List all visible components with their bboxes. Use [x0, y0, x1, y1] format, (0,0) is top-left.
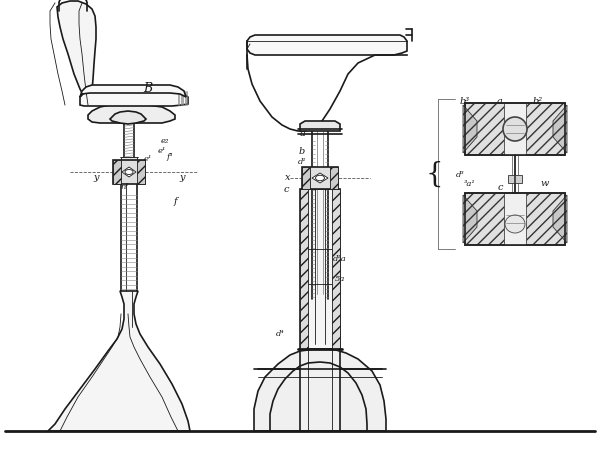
- Text: x: x: [285, 174, 291, 183]
- Text: e¹: e¹: [144, 155, 152, 163]
- Bar: [465, 103, 565, 155]
- Bar: [332, 189, 340, 349]
- Text: {: {: [425, 161, 443, 187]
- Bar: [113, 160, 121, 184]
- Text: w: w: [541, 179, 549, 189]
- Text: a: a: [300, 129, 306, 139]
- Ellipse shape: [505, 215, 525, 233]
- Bar: [465, 193, 565, 245]
- Bar: [465, 103, 565, 155]
- Text: c: c: [497, 183, 503, 191]
- Polygon shape: [247, 35, 407, 55]
- Polygon shape: [80, 85, 186, 97]
- Text: d⁴: d⁴: [275, 330, 284, 338]
- Text: a: a: [497, 97, 503, 106]
- Bar: [302, 167, 310, 189]
- Bar: [300, 189, 340, 349]
- Bar: [504, 193, 526, 245]
- Polygon shape: [553, 195, 567, 243]
- Text: b³: b³: [460, 97, 470, 106]
- Polygon shape: [88, 105, 175, 123]
- Ellipse shape: [316, 175, 325, 181]
- Bar: [330, 167, 338, 189]
- Ellipse shape: [125, 169, 133, 174]
- Text: d³: d³: [455, 171, 464, 179]
- Text: n¹: n¹: [121, 183, 130, 191]
- Bar: [504, 103, 526, 155]
- Text: B: B: [143, 83, 152, 95]
- Text: y: y: [93, 174, 99, 183]
- Bar: [121, 157, 137, 164]
- Polygon shape: [57, 1, 96, 105]
- Bar: [137, 160, 145, 184]
- Bar: [300, 189, 308, 349]
- Polygon shape: [122, 167, 136, 177]
- Text: e¹: e¹: [158, 147, 166, 155]
- Bar: [113, 160, 145, 184]
- Polygon shape: [80, 91, 188, 106]
- Text: b: b: [299, 146, 305, 156]
- Bar: [302, 167, 338, 189]
- Circle shape: [503, 117, 527, 141]
- Polygon shape: [553, 105, 567, 153]
- Bar: [465, 193, 565, 245]
- Polygon shape: [312, 173, 328, 183]
- Text: d¹a: d¹a: [333, 255, 347, 263]
- Text: c: c: [283, 185, 289, 194]
- Text: d¹: d¹: [298, 158, 307, 166]
- Polygon shape: [254, 349, 386, 431]
- Polygon shape: [110, 111, 146, 124]
- Text: f³: f³: [167, 153, 173, 161]
- Text: y: y: [179, 174, 185, 183]
- Polygon shape: [300, 121, 340, 131]
- Polygon shape: [463, 195, 477, 243]
- Text: 5a: 5a: [335, 275, 345, 283]
- Polygon shape: [508, 175, 522, 183]
- Polygon shape: [48, 291, 190, 431]
- Text: ³a¹: ³a¹: [464, 180, 476, 188]
- Text: f: f: [173, 196, 177, 206]
- Polygon shape: [463, 105, 477, 153]
- Text: e₂: e₂: [161, 137, 169, 145]
- Text: b²: b²: [533, 97, 543, 106]
